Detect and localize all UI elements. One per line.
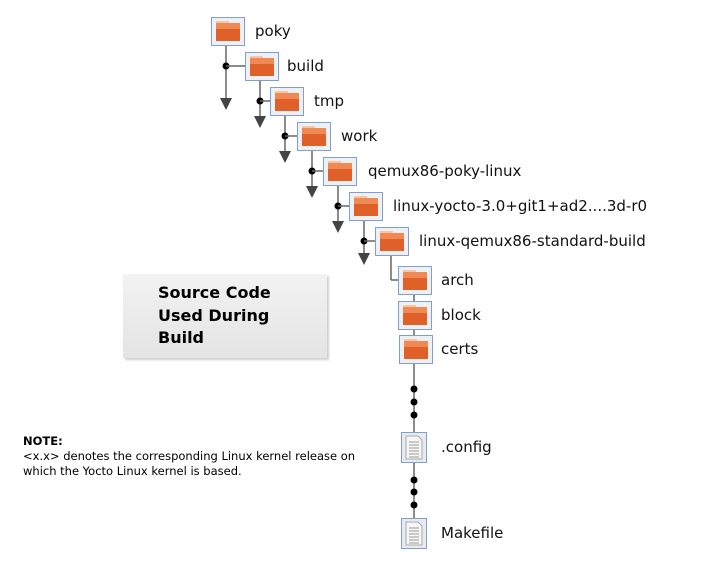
folder-label: certs [441,340,479,358]
folder-label: linux-yocto-3.0+git1+ad2....3d-r0 [393,197,648,215]
folder-label: block [441,306,481,324]
arrow-down-icon [306,186,318,198]
folder-label: arch [441,271,474,289]
connector-dot [410,501,418,509]
arrow-down-icon [279,151,291,163]
folder-label: build [287,57,324,75]
folder-icon [323,157,357,186]
folder-label: qemux86-poky-linux [368,162,522,180]
folder-icon [349,192,383,221]
note-text: <x.x> denotes the corresponding Linux ke… [23,449,356,478]
arrow-down-icon [358,253,370,265]
file-icon [401,518,427,549]
connector-dot [410,398,418,406]
source-code-label: Source Code Used During Build [158,283,271,347]
note-title: NOTE: [23,434,63,448]
source-code-box: Source Code Used During Build [123,274,327,358]
note: NOTE: <x.x> denotes the corresponding Li… [23,434,383,479]
connector-dot [410,488,418,496]
folder-icon [270,87,304,116]
file-icon [401,432,427,463]
connector-dot [410,476,418,484]
folder-icon [399,335,433,364]
folder-icon [375,227,409,256]
folder-label: work [341,127,378,145]
folder-label: poky [255,22,291,40]
file-label: Makefile [441,524,504,542]
folder-icon [398,266,432,295]
folder-label: tmp [314,92,345,110]
connector-dot [410,385,418,393]
arrow-down-icon [254,116,266,128]
folder-icon [297,122,331,151]
folder-icon [245,52,279,81]
connector-dot [410,411,418,419]
arrow-down-icon [332,221,344,233]
file-label: .config [441,438,492,456]
arrow-down-icon [220,98,232,110]
folder-icon [398,301,432,330]
folder-label: linux-qemux86-standard-build [419,232,646,250]
folder-icon [211,17,245,46]
